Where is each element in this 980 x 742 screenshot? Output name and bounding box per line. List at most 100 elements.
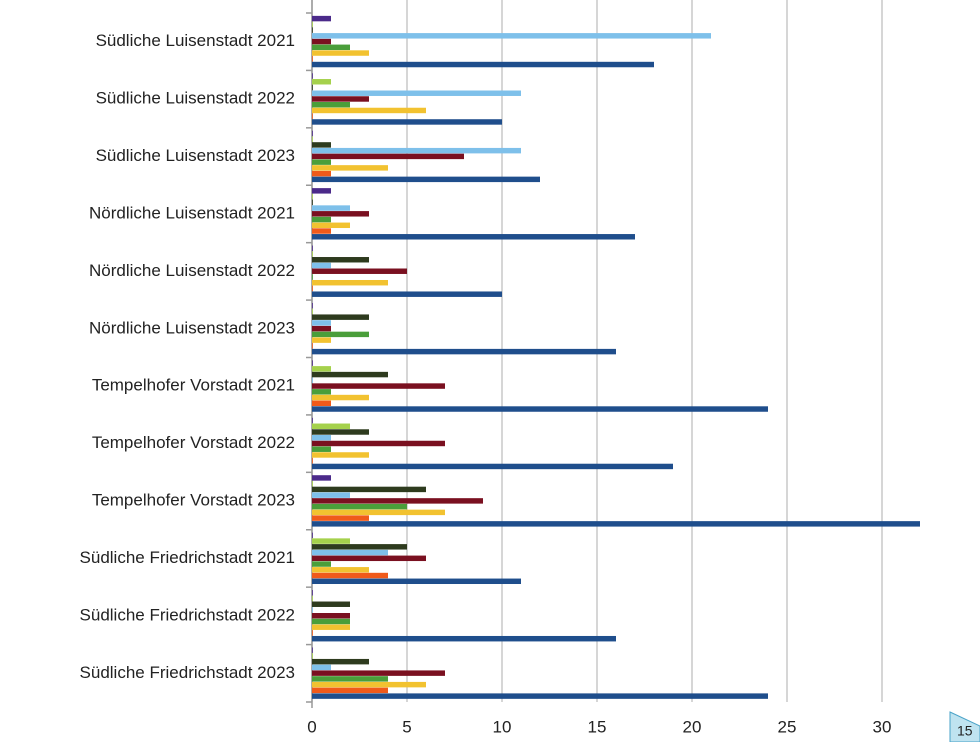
bar (312, 331, 369, 338)
y-tick-label: Südliche Friedrichstadt 2023 (80, 663, 295, 682)
y-tick-label: Tempelhofer Vorstadt 2023 (92, 491, 295, 510)
y-tick-label: Nördliche Luisenstadt 2022 (89, 261, 295, 280)
bar (312, 73, 313, 79)
bar (312, 50, 369, 56)
bar (312, 435, 331, 441)
bar (312, 371, 388, 378)
bar (312, 199, 313, 206)
bar (312, 84, 313, 91)
bar (312, 607, 313, 613)
bar (312, 452, 369, 458)
x-tick-label: 15 (588, 717, 607, 736)
bar (312, 538, 350, 544)
bar (312, 417, 313, 424)
bar (312, 170, 331, 177)
bar (312, 101, 350, 108)
bar (312, 676, 388, 682)
bar (312, 61, 654, 68)
bar (312, 308, 313, 315)
page-number: 15 (957, 723, 973, 739)
bar (312, 480, 313, 487)
bar (312, 567, 369, 573)
bar (312, 234, 635, 240)
bar (312, 687, 388, 694)
x-tick-label: 0 (307, 717, 316, 736)
bar (312, 337, 331, 343)
bar (312, 119, 502, 125)
bar (312, 549, 388, 556)
y-tick-label: Südliche Luisenstadt 2021 (96, 31, 295, 50)
bar (312, 245, 313, 251)
bar (312, 653, 313, 659)
bar (312, 509, 445, 516)
bar (312, 647, 313, 653)
y-tick-label: Nördliche Luisenstadt 2023 (89, 318, 295, 337)
bar (312, 429, 369, 435)
bar (312, 193, 313, 200)
bar (312, 302, 313, 309)
bar (312, 486, 426, 493)
y-tick-label: Südliche Friedrichstadt 2021 (80, 548, 295, 567)
bar (312, 142, 331, 148)
bar (312, 274, 313, 280)
bar (312, 262, 331, 269)
bar (312, 222, 350, 229)
bar (312, 38, 331, 45)
bar (312, 211, 369, 217)
bar (312, 188, 331, 194)
bar (312, 475, 331, 481)
bar (312, 595, 313, 602)
bar (312, 257, 369, 263)
bar (312, 15, 331, 22)
bar (312, 664, 331, 671)
bar (312, 107, 426, 114)
bar (312, 33, 711, 39)
bar (312, 176, 540, 183)
bar (312, 515, 369, 521)
bar (312, 423, 350, 429)
bar (312, 389, 331, 395)
y-tick-label: Tempelhofer Vorstadt 2021 (92, 376, 295, 395)
bar (312, 113, 313, 119)
bar (312, 613, 350, 619)
bar (312, 693, 768, 699)
y-tick-label: Tempelhofer Vorstadt 2022 (92, 433, 295, 452)
bar (312, 492, 350, 498)
bar (312, 130, 313, 137)
x-tick-label: 25 (778, 717, 797, 736)
bar (312, 79, 331, 85)
bar (312, 618, 350, 625)
bar (312, 635, 616, 642)
bar (312, 400, 331, 407)
bar (312, 320, 331, 326)
bar (312, 21, 313, 28)
bar (312, 159, 331, 165)
bar (312, 136, 313, 142)
bar (312, 601, 350, 607)
bar (312, 658, 369, 665)
y-tick-label: Südliche Friedrichstadt 2022 (80, 605, 295, 624)
bar (312, 153, 464, 160)
bar (312, 291, 502, 297)
bar (312, 590, 313, 596)
bar (312, 463, 673, 470)
bar (312, 521, 920, 527)
x-tick-label: 10 (493, 717, 512, 736)
bar (312, 406, 768, 412)
bar (312, 572, 388, 579)
bar (312, 383, 445, 389)
x-tick-label: 20 (683, 717, 702, 736)
bar (312, 394, 369, 401)
bar (312, 578, 521, 585)
bar (312, 681, 426, 688)
bar (312, 56, 313, 62)
y-tick-label: Nördliche Luisenstadt 2021 (89, 203, 295, 222)
bar (312, 343, 313, 349)
bar (312, 147, 521, 154)
bar (312, 348, 616, 355)
bar (312, 446, 331, 452)
bar (312, 377, 313, 384)
bar (312, 228, 331, 234)
bar (312, 440, 445, 447)
x-tick-label: 30 (873, 717, 892, 736)
